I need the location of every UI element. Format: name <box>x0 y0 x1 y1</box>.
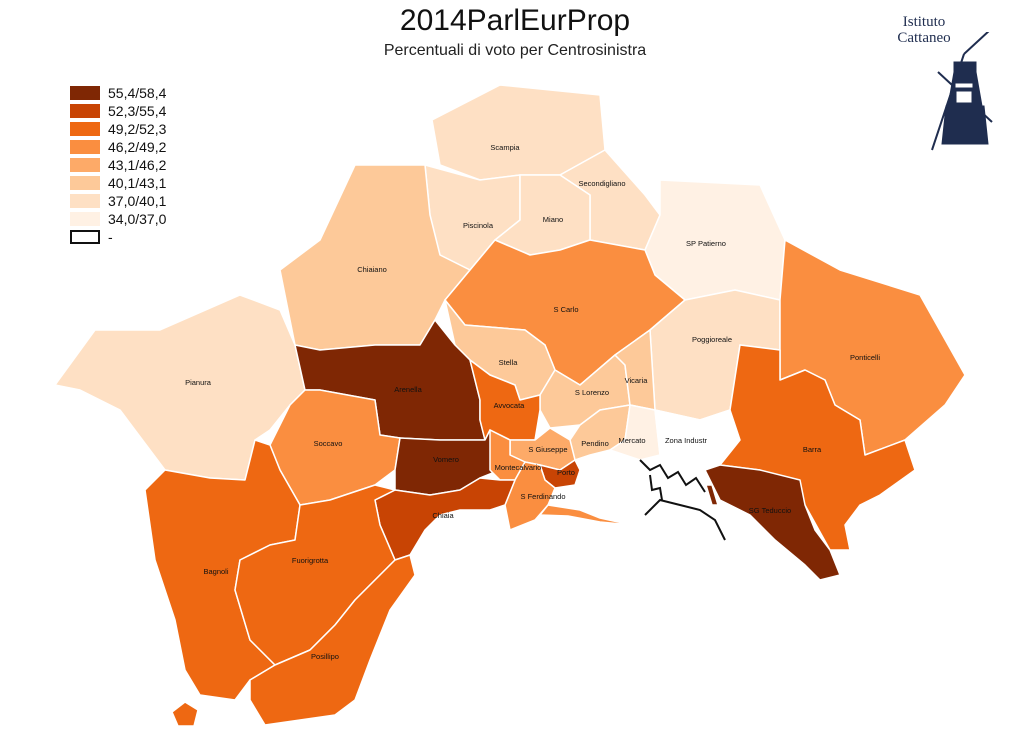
legend-swatch <box>70 140 100 154</box>
district-sg-teduccio-pier[interactable] <box>705 484 719 506</box>
legend-row: 46,2/49,2 <box>70 138 166 156</box>
legend-row: 43,1/46,2 <box>70 156 166 174</box>
label-pendino: Pendino <box>581 439 609 448</box>
port-outline <box>639 459 726 541</box>
legend-row: - <box>70 228 166 246</box>
label-porto: Porto <box>557 468 575 477</box>
district-posillipo[interactable] <box>249 554 416 726</box>
legend-label: - <box>108 229 113 245</box>
label-mercato: Mercato <box>618 436 645 445</box>
label-s-carlo: S Carlo <box>553 305 578 314</box>
legend-label: 55,4/58,4 <box>108 85 167 101</box>
district-s-ferdinando[interactable] <box>504 461 556 531</box>
windmill-icon <box>931 32 993 151</box>
label-fuorigrotta: Fuorigrotta <box>292 556 329 565</box>
port-docks <box>639 459 706 493</box>
legend-row: 34,0/37,0 <box>70 210 166 228</box>
label-piscinola: Piscinola <box>463 221 494 230</box>
label-sg-teduccio: SG Teduccio <box>749 506 791 515</box>
label-s-lorenzo: S Lorenzo <box>575 388 609 397</box>
label-miano: Miano <box>543 215 563 224</box>
label-barra: Barra <box>803 445 822 454</box>
label-sp-patierno: SP Patierno <box>686 239 726 248</box>
legend-label: 52,3/55,4 <box>108 103 167 119</box>
label-arenella: Arenella <box>394 385 422 394</box>
logo-text: Istituto Cattaneo <box>884 14 964 46</box>
legend-row: 49,2/52,3 <box>70 120 166 138</box>
label-vicaria: Vicaria <box>625 376 649 385</box>
legend-row: 37,0/40,1 <box>70 192 166 210</box>
legend-swatch <box>70 230 100 244</box>
legend-swatch <box>70 122 100 136</box>
label-zona-industriale: Zona Industr <box>665 436 708 445</box>
district-pianura[interactable] <box>54 294 306 481</box>
label-poggioreale: Poggioreale <box>692 335 732 344</box>
legend-row: 52,3/55,4 <box>70 102 166 120</box>
label-chiaiano: Chiaiano <box>357 265 387 274</box>
legend-label: 37,0/40,1 <box>108 193 167 209</box>
label-bagnoli: Bagnoli <box>203 567 228 576</box>
district-bagnoli-island[interactable] <box>171 701 199 727</box>
label-posillipo: Posillipo <box>311 652 339 661</box>
label-scampia: Scampia <box>490 143 520 152</box>
legend-swatch <box>70 158 100 172</box>
legend-label: 34,0/37,0 <box>108 211 167 227</box>
legend-row: 40,1/43,1 <box>70 174 166 192</box>
logo-line-1: Istituto <box>902 14 946 30</box>
legend-row: 55,4/58,4 <box>70 84 166 102</box>
legend: 55,4/58,4 52,3/55,4 49,2/52,3 46,2/49,2 … <box>70 84 166 246</box>
legend-swatch <box>70 176 100 190</box>
district-s-ferdinando-pier[interactable] <box>539 504 633 526</box>
legend-swatch <box>70 104 100 118</box>
label-chiaia: Chiaia <box>432 511 454 520</box>
legend-label: 40,1/43,1 <box>108 175 167 191</box>
legend-swatch <box>70 86 100 100</box>
label-avvocata: Avvocata <box>494 401 526 410</box>
label-ponticelli: Ponticelli <box>850 353 880 362</box>
label-secondigliano: Secondigliano <box>578 179 625 188</box>
label-s-ferdinando: S Ferdinando <box>520 492 565 501</box>
label-soccavo: Soccavo <box>314 439 343 448</box>
label-stella: Stella <box>499 358 519 367</box>
map-title: 2014ParlEurProp <box>399 4 631 37</box>
legend-swatch <box>70 212 100 226</box>
legend-label: 49,2/52,3 <box>108 121 167 137</box>
label-s-giuseppe: S Giuseppe <box>528 445 567 454</box>
port-breakwater <box>644 498 726 541</box>
district-sg-teduccio[interactable] <box>704 464 841 581</box>
istituto-cattaneo-logo: Istituto Cattaneo <box>884 14 1014 151</box>
legend-swatch <box>70 194 100 208</box>
port-quay <box>649 474 663 501</box>
map-subtitle: Percentuali di voto per Centrosinistra <box>383 42 647 59</box>
legend-label: 43,1/46,2 <box>108 157 167 173</box>
label-vomero: Vomero <box>433 455 459 464</box>
logo-line-2: Cattaneo <box>897 30 951 46</box>
label-pianura: Pianura <box>185 378 212 387</box>
legend-label: 46,2/49,2 <box>108 139 167 155</box>
label-montecalvario: Montecalvario <box>495 463 542 472</box>
